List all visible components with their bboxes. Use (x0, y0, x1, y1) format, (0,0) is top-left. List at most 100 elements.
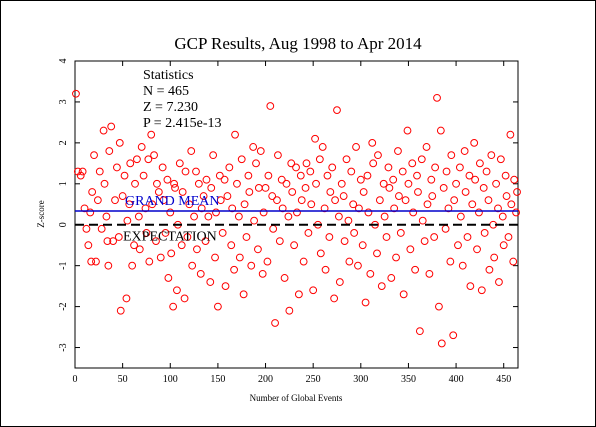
data-point (187, 147, 196, 155)
x-tick-label: 50 (118, 374, 128, 385)
data-point (349, 200, 358, 209)
data-point (147, 130, 156, 139)
data-point (156, 253, 165, 262)
y-tick-label: 1 (58, 181, 69, 186)
data-point (475, 208, 483, 217)
data-point (495, 278, 503, 286)
data-point (97, 224, 106, 233)
data-point (468, 200, 477, 209)
data-point (240, 200, 249, 209)
data-point (288, 188, 297, 196)
data-point (509, 257, 518, 266)
data-point (366, 269, 375, 278)
data-point (299, 257, 308, 266)
data-point (406, 245, 415, 254)
data-point (116, 306, 125, 315)
data-point (339, 192, 348, 200)
x-axis: 0 50 100 150 200 250 300 350 400 450 (73, 61, 511, 385)
data-point (152, 237, 160, 246)
data-point (465, 171, 474, 180)
data-point (439, 183, 448, 192)
data-point (316, 249, 325, 258)
data-point (122, 294, 131, 303)
data-point (95, 167, 104, 176)
data-point (479, 183, 488, 192)
data-point (446, 257, 455, 266)
data-point (87, 257, 96, 266)
data-point (296, 171, 305, 180)
data-point (363, 171, 372, 180)
data-point (433, 93, 441, 102)
data-point (435, 302, 443, 311)
data-point (290, 241, 299, 250)
data-point (111, 196, 119, 205)
data-point (102, 212, 111, 221)
stats-p: P = 2.415e-13 (143, 116, 222, 131)
data-point (369, 159, 378, 168)
data-point (166, 208, 175, 217)
data-point (148, 200, 157, 209)
data-point (118, 192, 127, 200)
data-point (100, 179, 109, 188)
data-point (211, 253, 219, 262)
x-tick-label: 0 (73, 374, 78, 385)
data-point (427, 175, 436, 184)
x-tick-label: 200 (258, 374, 273, 385)
data-point (206, 278, 215, 286)
data-point (326, 188, 335, 196)
x-tick-label: 350 (401, 374, 416, 385)
data-point (335, 278, 344, 286)
x-tick-label: 400 (449, 374, 464, 385)
data-point (115, 138, 124, 147)
data-point (512, 208, 520, 217)
y-tick-label: 0 (58, 222, 69, 227)
data-point (496, 155, 505, 164)
x-tick-label: 450 (496, 374, 511, 385)
data-point (309, 286, 318, 295)
data-point (436, 126, 445, 135)
data-point (477, 286, 486, 295)
data-point (389, 175, 398, 184)
data-point (275, 237, 284, 246)
data-point (492, 179, 500, 188)
y-tick-label: -2 (58, 302, 69, 310)
data-point (344, 216, 353, 225)
data-point (330, 294, 339, 303)
data-point (414, 188, 422, 196)
data-point (411, 265, 420, 274)
data-point (504, 233, 513, 241)
data-point (209, 151, 218, 160)
data-point (323, 171, 332, 180)
data-point (188, 261, 197, 270)
data-point (254, 183, 263, 192)
data-point (177, 241, 186, 250)
data-point (196, 269, 205, 278)
data-point (361, 298, 370, 307)
data-point (254, 245, 262, 254)
y-tick-label: 3 (58, 99, 69, 104)
data-point (447, 151, 456, 160)
stats-heading: Statistics (143, 68, 194, 83)
plot-area (74, 60, 519, 369)
data-point (430, 233, 439, 241)
data-point (510, 175, 519, 184)
data-point (76, 171, 85, 180)
data-point (340, 237, 349, 246)
data-point (78, 167, 87, 176)
data-point (227, 241, 236, 250)
data-point (178, 188, 187, 196)
data-point (466, 282, 475, 291)
data-point (164, 274, 173, 282)
data-point (107, 122, 116, 131)
data-point (235, 253, 244, 262)
data-point (456, 212, 465, 221)
data-point (409, 208, 418, 217)
data-point (282, 179, 291, 188)
data-point (311, 134, 319, 143)
data-point (507, 200, 516, 209)
data-point (250, 216, 259, 225)
expectation-label: EXPECTATION (123, 230, 217, 245)
data-point (199, 192, 208, 200)
data-point (159, 196, 168, 205)
